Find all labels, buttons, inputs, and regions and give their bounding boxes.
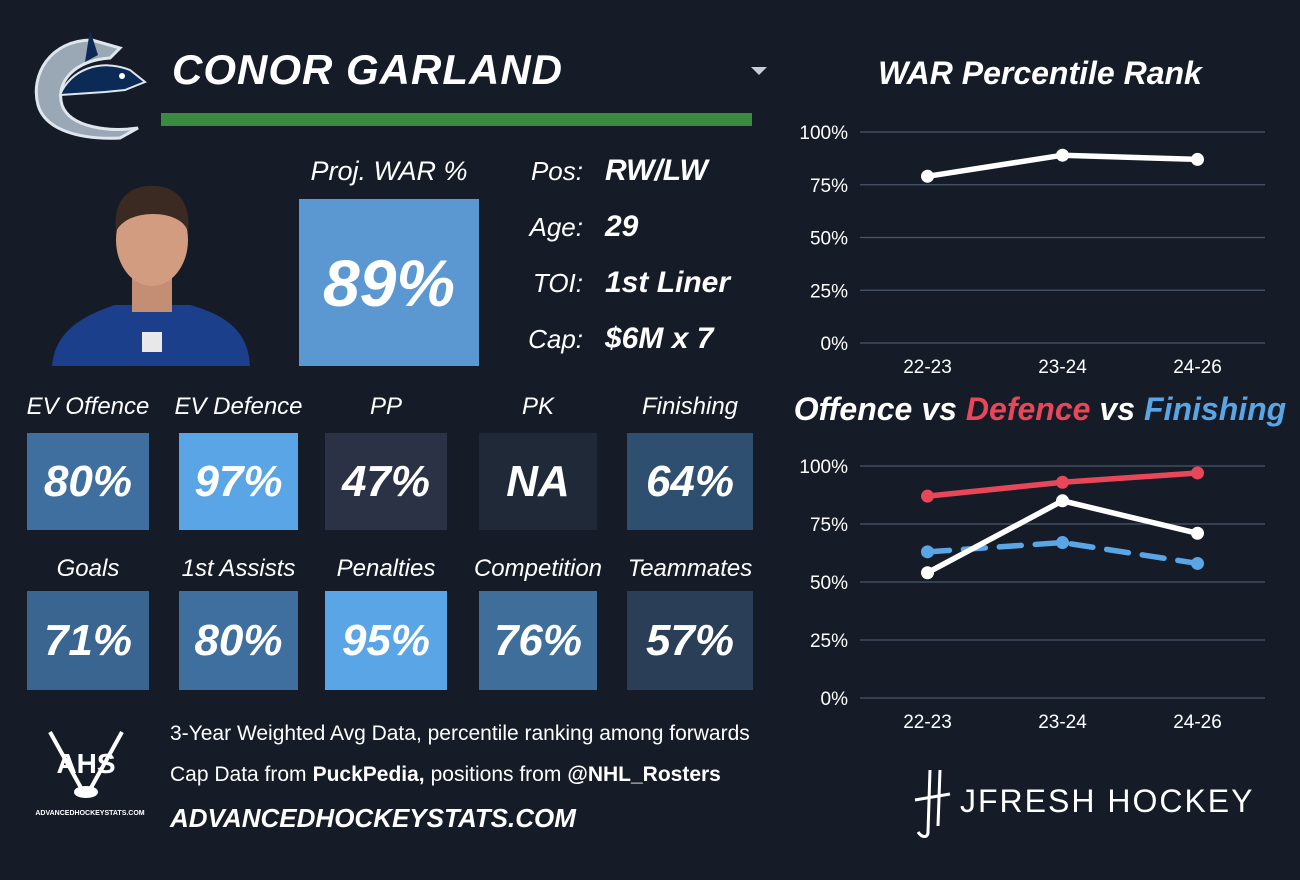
chart-title-part: vs (1099, 391, 1135, 427)
chart-title: WAR Percentile Rank (878, 55, 1204, 91)
series-point (921, 489, 934, 503)
y-tick-label: 50% (810, 573, 848, 594)
x-tick-label: 24-26 (1173, 712, 1222, 733)
source-part: positions from (430, 763, 562, 786)
y-tick-label: 75% (810, 515, 848, 536)
tile-value: NA (479, 433, 597, 530)
x-tick-label: 23-24 (1038, 712, 1087, 733)
series-point (1056, 475, 1069, 489)
bio-label: Pos: (530, 156, 583, 186)
series-point (1056, 494, 1069, 508)
tile-value: 80% (27, 433, 149, 530)
tile-label: Goals (56, 555, 120, 582)
source-part: PuckPedia, (312, 763, 425, 786)
ahs-text: AHS (56, 748, 115, 779)
tile-value: 57% (627, 591, 753, 690)
series-point (921, 169, 934, 183)
y-tick-label: 100% (799, 123, 848, 144)
y-tick-label: 50% (810, 229, 848, 250)
footer-note: 3-Year Weighted Avg Data, percentile ran… (170, 722, 750, 745)
tile-label: EV Offence (26, 393, 150, 420)
chart-title-part: Finishing (1144, 391, 1286, 427)
chart-title-part: Offence (794, 391, 913, 427)
bio-value: RW/LW (605, 154, 708, 187)
source-part: @NHL_Rosters (567, 763, 721, 786)
tile-label: Finishing (641, 393, 739, 420)
y-tick-label: 25% (810, 631, 848, 652)
x-tick-label: 24-26 (1173, 357, 1222, 378)
tile-value: 71% (27, 591, 149, 690)
ahs-logo (48, 731, 124, 798)
ahs-site: ADVANCEDHOCKEYSTATS.COM (35, 810, 144, 817)
chart-title-part: vs (921, 391, 957, 427)
tile-value: 97% (179, 433, 298, 530)
proj-war-label: Proj. WAR % (310, 156, 468, 186)
tile-value: 76% (479, 591, 597, 690)
y-tick-label: 75% (810, 176, 848, 197)
chart-title: Offence vs Defence vs Finishing (794, 391, 1286, 427)
name-underline (161, 113, 752, 126)
tile-label: 1st Assists (181, 555, 296, 582)
y-tick-label: 25% (810, 281, 848, 302)
proj-war-value: 89% (299, 199, 479, 366)
tile-label: Teammates (627, 555, 753, 582)
player-name: CONOR GARLAND (172, 46, 563, 93)
tile-value: 95% (325, 591, 447, 690)
series-point (1191, 556, 1204, 570)
bio-value: $6M x 7 (605, 322, 714, 355)
x-tick-label: 23-24 (1038, 357, 1087, 378)
footer-sources: Cap Data from PuckPedia, positions from @NH… (170, 763, 721, 787)
tile-label: PK (521, 393, 554, 420)
series-point (1056, 148, 1069, 162)
series-point (1191, 526, 1204, 540)
player-photo (52, 185, 250, 366)
series-point (1056, 536, 1069, 550)
jfresh-logo (914, 769, 951, 838)
chart-title-part: Defence (966, 391, 1091, 427)
dropdown-arrow[interactable] (751, 67, 767, 75)
team-logo (34, 30, 147, 140)
bio-label: TOI: (532, 268, 583, 298)
series-point (1191, 466, 1204, 480)
bio-label: Age: (529, 212, 584, 242)
y-tick-label: 100% (799, 457, 848, 478)
footer-site: ADVANCEDHOCKEYSTATS.COM (170, 803, 576, 833)
series-point (921, 545, 934, 559)
x-tick-label: 22-23 (903, 357, 952, 378)
tile-value: 47% (325, 433, 447, 530)
y-tick-label: 0% (821, 689, 849, 710)
bio-value: 1st Liner (605, 266, 731, 299)
series-point (1191, 152, 1204, 166)
source-part: Cap Data from (170, 763, 307, 786)
tile-value: 80% (179, 591, 298, 690)
series-point (921, 566, 934, 580)
bio-label: Cap: (528, 324, 583, 354)
bio-value: 29 (605, 210, 639, 243)
jfresh-text: JFRESH HOCKEY (960, 783, 1254, 819)
tile-label: Competition (473, 555, 603, 582)
y-tick-label: 0% (821, 334, 849, 355)
tile-label: Penalties (336, 555, 436, 582)
x-tick-label: 22-23 (903, 712, 952, 733)
tile-value: 64% (627, 433, 753, 530)
tile-label: EV Defence (174, 393, 303, 420)
tile-label: PP (369, 393, 402, 420)
